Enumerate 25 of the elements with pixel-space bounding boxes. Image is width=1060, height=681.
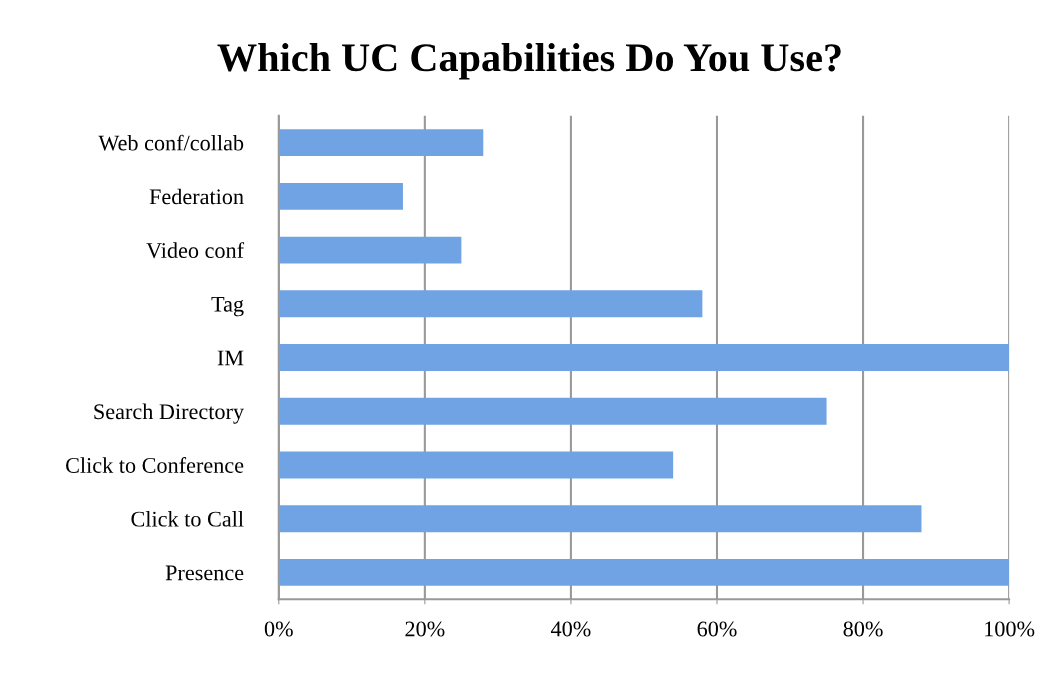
chart-title: Which UC Capabilities Do You Use? <box>217 43 841 80</box>
x-tick-label: 80% <box>843 621 883 637</box>
bar <box>278 129 484 157</box>
bar <box>278 182 403 210</box>
y-tick-label: Tag <box>211 296 244 317</box>
x-tick-label: 100% <box>985 621 1035 637</box>
y-tick-label: Click to Conference <box>66 457 244 473</box>
bar <box>278 397 827 425</box>
x-tick-label: 20% <box>405 621 445 637</box>
y-tick-label: Video conf <box>146 242 245 259</box>
bar <box>278 290 703 318</box>
x-tick-label: 0% <box>264 621 293 637</box>
x-tick-label: 40% <box>550 621 591 637</box>
bar <box>278 451 674 479</box>
x-tick-label: 60% <box>697 621 737 637</box>
bar <box>278 558 1010 586</box>
bar <box>278 344 1010 371</box>
y-tick-label: Federation <box>149 188 244 205</box>
y-tick-label: Web conf/collab <box>98 134 244 151</box>
bar <box>278 236 462 264</box>
bar <box>278 505 922 533</box>
y-tick-label: Click to Call <box>131 510 244 527</box>
y-tick-label: Search Directory <box>94 403 244 424</box>
y-tick-label: Presence <box>165 565 244 581</box>
y-tick-label: IM <box>217 350 244 366</box>
